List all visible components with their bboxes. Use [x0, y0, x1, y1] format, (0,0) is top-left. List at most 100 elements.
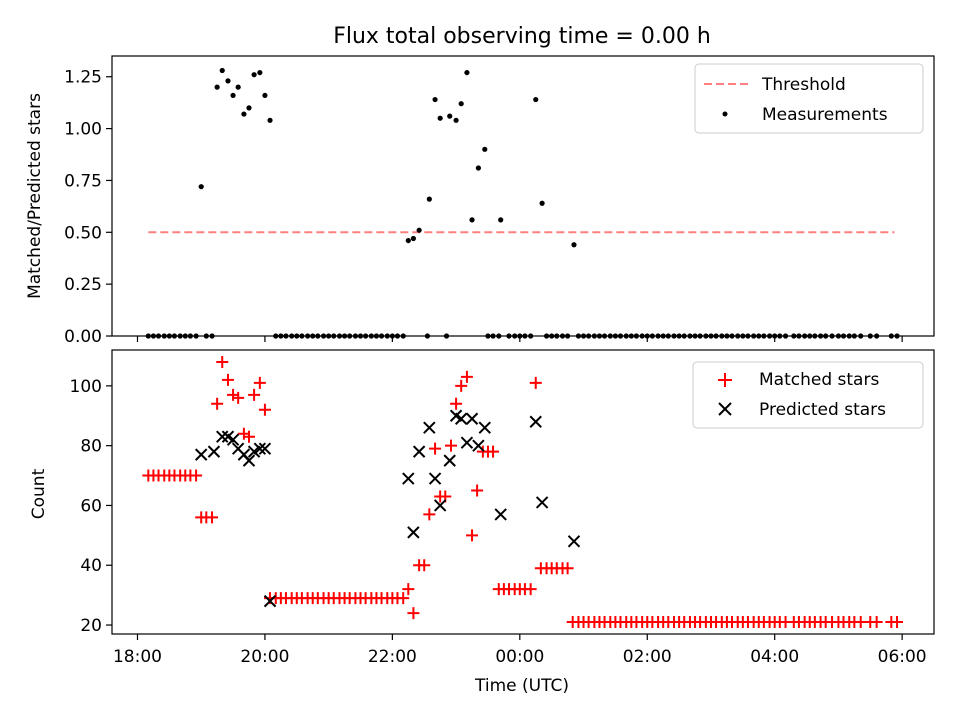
measurement-point	[336, 333, 343, 339]
measurement-point	[817, 333, 824, 339]
matched-star-point	[561, 562, 574, 575]
measurement-point	[453, 117, 459, 123]
matched-star-point	[460, 370, 473, 383]
measurement-point	[475, 165, 481, 171]
bottom-y-tick-label: 20	[80, 616, 102, 636]
measurement-point	[735, 333, 741, 339]
measurement-point	[756, 333, 762, 339]
predicted-star-point	[535, 496, 549, 509]
measurement-point	[363, 333, 369, 339]
matched-star-point	[206, 511, 219, 524]
predicted-star-point	[423, 421, 436, 434]
measurement-point	[203, 333, 209, 339]
measurement-point	[665, 333, 671, 339]
measurement-point	[305, 333, 311, 339]
measurement-point	[464, 69, 470, 76]
measurement-point	[424, 333, 431, 339]
top-y-axis-label: Matched/Predicted stars	[25, 93, 45, 299]
measurement-point	[649, 333, 655, 339]
measurement-point	[533, 96, 539, 103]
matched-star-point	[870, 616, 883, 629]
measurement-point	[278, 333, 284, 339]
measurement-point	[182, 333, 188, 339]
measurement-point	[394, 333, 401, 339]
measurement-point	[812, 333, 818, 339]
measurement-point	[772, 333, 778, 339]
legend-measurements-swatch	[722, 111, 728, 117]
measurement-point	[745, 333, 751, 339]
top-y-tick-label: 1.25	[64, 68, 102, 88]
measurement-point	[539, 200, 545, 206]
measurement-point	[150, 333, 157, 339]
measurement-point	[617, 333, 624, 339]
matched-star-point	[524, 583, 537, 596]
matched-star-point	[529, 376, 542, 389]
measurement-point	[241, 111, 247, 117]
measurement-point	[591, 333, 597, 339]
predicted-star-point	[465, 412, 479, 425]
bottom-panel-frame	[111, 349, 935, 635]
x-axis-label: Time (UTC)	[474, 676, 569, 696]
measurement-point	[416, 227, 422, 233]
measurement-point	[740, 333, 746, 339]
measurement-point	[294, 333, 300, 339]
measurement-point	[482, 146, 488, 152]
measurement-point	[894, 333, 900, 339]
measurement-point	[368, 333, 374, 339]
predicted-star-point	[529, 415, 542, 428]
bottom-y-tick-label: 60	[80, 496, 102, 516]
measurement-point	[633, 333, 640, 339]
measurement-point	[867, 333, 873, 339]
measurement-point	[246, 105, 252, 111]
measurement-point	[326, 333, 332, 339]
bottom-x-ticks: 18:00 20:00 22:00 00:00 02:00 04:00 06:00	[113, 634, 927, 667]
predicted-stars-series	[195, 409, 581, 608]
legend-threshold-label: Threshold	[761, 75, 846, 95]
measurement-point	[299, 333, 305, 339]
measurement-point	[761, 333, 767, 339]
matched-star-point	[466, 529, 479, 542]
matched-star-point	[418, 559, 431, 572]
measurement-point	[219, 67, 225, 74]
top-legend: Threshold Measurements	[694, 63, 924, 134]
predicted-star-point	[454, 412, 468, 425]
matched-star-point	[221, 373, 234, 386]
measurement-point	[373, 333, 380, 339]
x-tick-label: 22:00	[368, 647, 417, 667]
predicted-star-point	[472, 439, 485, 452]
measurement-point	[384, 333, 390, 339]
measurement-point	[874, 333, 880, 339]
matched-star-point	[232, 391, 245, 404]
top-y-tick-label: 0.50	[64, 223, 102, 243]
legend-matched-swatch	[718, 373, 732, 387]
predicted-star-point	[258, 442, 272, 455]
measurement-point	[273, 333, 279, 339]
measurement-point	[517, 333, 523, 339]
measurement-point	[713, 333, 719, 339]
measurement-point	[405, 237, 411, 244]
measurement-point	[777, 333, 783, 339]
measurement-point	[262, 92, 268, 99]
measurement-point	[166, 333, 172, 339]
measurement-point	[171, 333, 178, 339]
measurement-point	[432, 96, 438, 103]
predicted-star-point	[567, 535, 581, 548]
measurement-point	[447, 113, 453, 119]
measurement-point	[251, 72, 257, 78]
top-y-tick-label: 1.00	[64, 120, 102, 140]
matched-star-point	[450, 397, 463, 410]
predicted-star-point	[494, 508, 507, 521]
x-tick-label: 04:00	[750, 647, 799, 667]
measurement-point	[522, 333, 528, 339]
measurement-point	[177, 333, 183, 339]
measurement-point	[858, 333, 864, 339]
measurement-point	[729, 333, 735, 339]
measurement-point	[796, 333, 802, 339]
measurement-point	[320, 333, 327, 339]
bottom-y-tick-label: 40	[80, 556, 102, 576]
measurement-point	[498, 217, 504, 223]
matched-star-point	[407, 607, 420, 620]
predicted-star-point	[412, 445, 426, 458]
matched-star-point	[237, 427, 250, 440]
